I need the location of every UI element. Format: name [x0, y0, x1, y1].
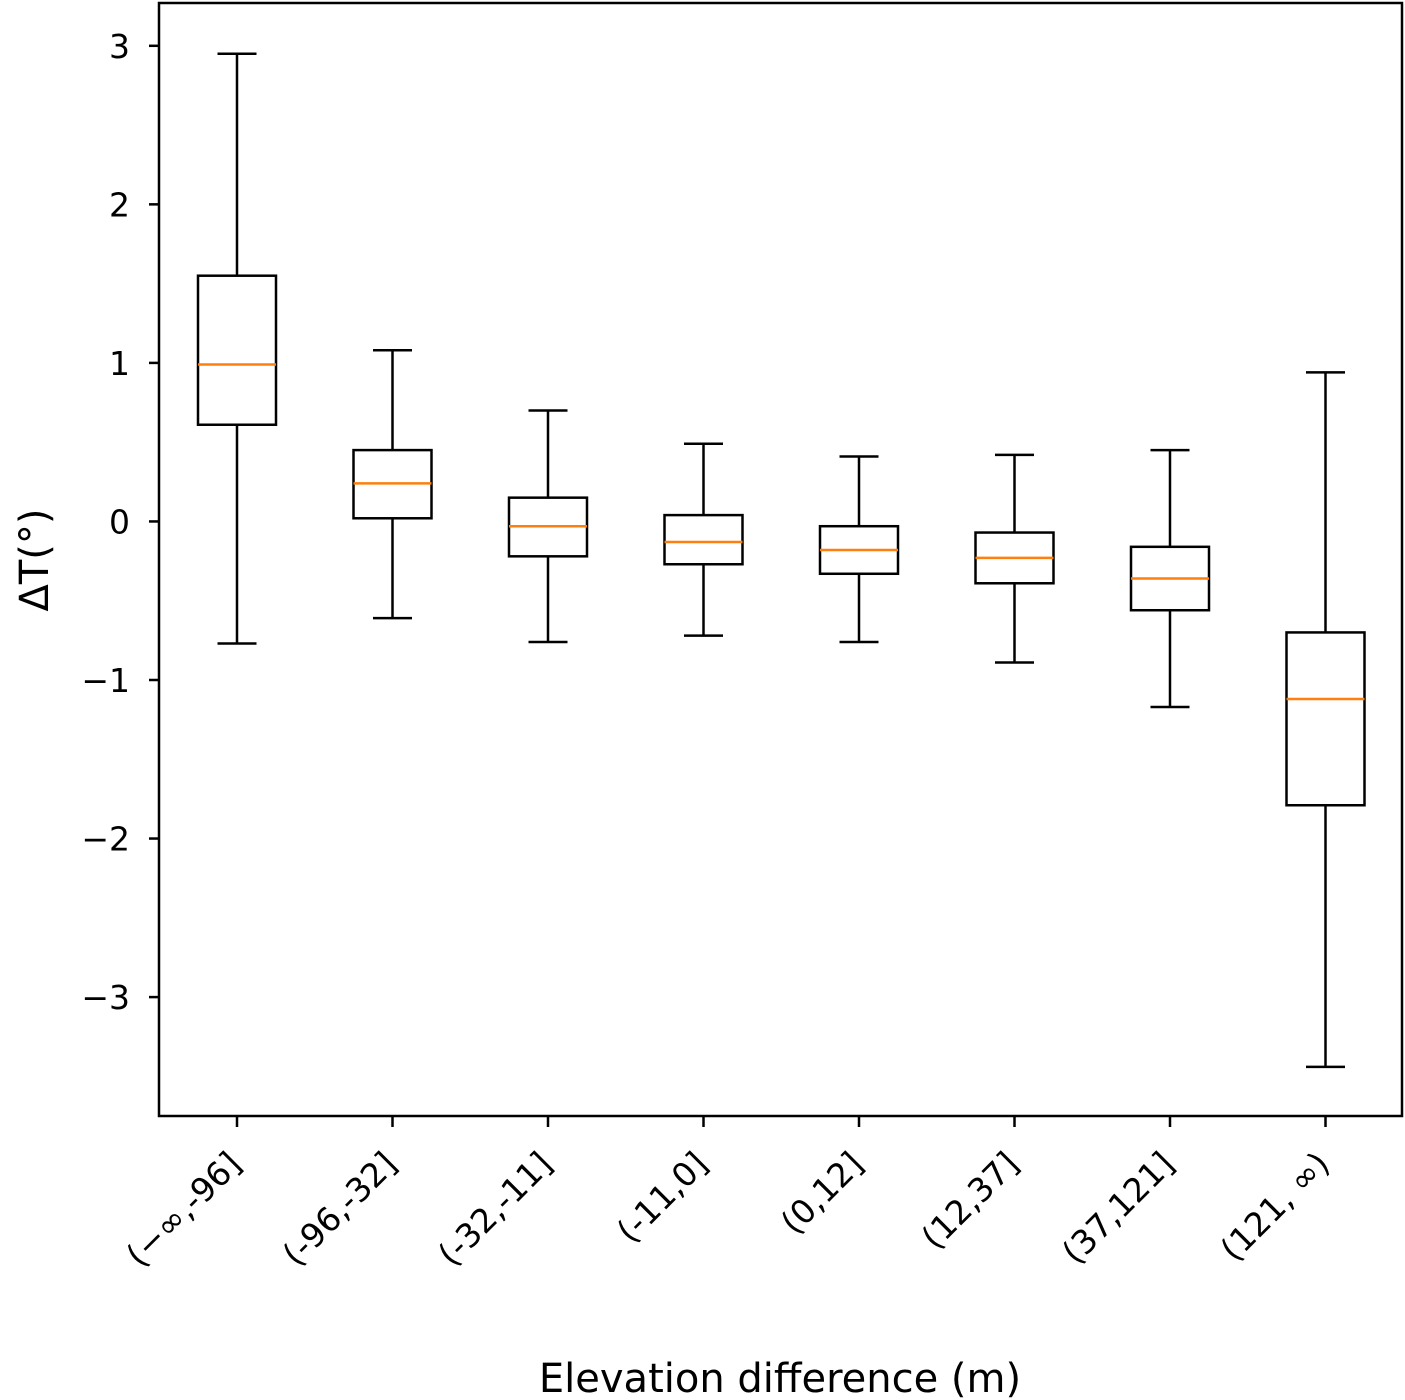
- y-tick-label: 3: [109, 27, 130, 66]
- box-group: [196, 52, 278, 645]
- box-iqr: [1285, 631, 1366, 807]
- x-axis-title: Elevation difference (m): [539, 1356, 1021, 1400]
- x-tick-label: (−∞,-96]: [118, 1144, 248, 1274]
- x-axis: (−∞,-96] (-96,-32] (-32,-11] (-11,0] (0,12] (…: [118, 1116, 1337, 1274]
- x-tick-label: (-11,0]: [609, 1144, 715, 1250]
- x-tick-label: (121, ∞): [1213, 1144, 1338, 1269]
- plot-area: [159, 3, 1402, 1116]
- plot-frame: [157, 1, 1404, 1118]
- y-tick-label: 1: [109, 344, 130, 383]
- x-tick-label: (37,121]: [1054, 1144, 1181, 1271]
- x-tick-label: (0,12]: [773, 1144, 871, 1242]
- boxes-layer: [196, 52, 1366, 1069]
- box-group: [974, 453, 1055, 664]
- box-group: [507, 409, 589, 644]
- y-tick-label: −2: [81, 820, 130, 859]
- y-tick-label: −3: [81, 978, 130, 1017]
- box-group: [352, 348, 433, 620]
- y-tick-label: −1: [81, 661, 130, 700]
- y-axis-title: ΔT(°): [12, 508, 58, 611]
- x-tick-label: (-96,-32]: [275, 1144, 404, 1273]
- box-iqr: [663, 513, 744, 566]
- box-iqr: [196, 274, 278, 426]
- box-group: [663, 442, 744, 637]
- x-tick-label: (-32,-11]: [430, 1144, 559, 1273]
- box-group: [818, 455, 900, 644]
- y-axis: 3 2 1 0 −1 −2 −3: [81, 27, 159, 1017]
- y-tick-label: 2: [109, 185, 130, 224]
- box-group: [1285, 371, 1366, 1069]
- y-tick-label: 0: [109, 502, 130, 541]
- box-group: [1129, 448, 1211, 709]
- x-tick-label: (12,37]: [914, 1144, 1027, 1257]
